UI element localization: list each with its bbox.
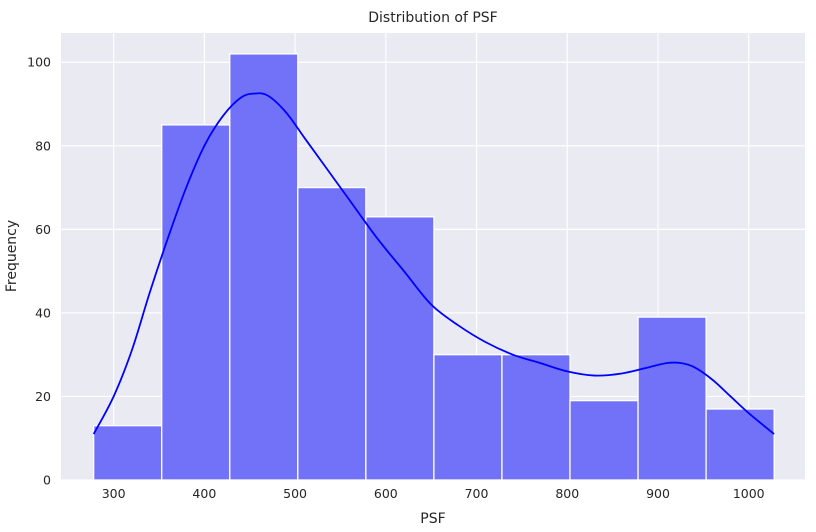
histogram-bar [637,316,707,481]
x-tick-label: 600 [374,486,398,501]
histogram-bars [93,53,775,481]
x-tick-label: 800 [555,486,579,501]
histogram-bar [501,354,571,481]
y-tick-label: 80 [35,138,51,153]
x-tick-label: 700 [465,486,489,501]
histogram-bar [433,354,503,481]
chart-title: Distribution of PSF [368,10,497,26]
x-tick-label: 900 [646,486,670,501]
histogram-bar [705,408,775,481]
histogram-bar [365,216,435,481]
y-tick-label: 60 [35,222,51,237]
x-tick-labels: 300 400 500 600 700 800 900 1000 [102,486,765,501]
x-tick-label: 1000 [733,486,765,501]
kde-curve [92,92,775,435]
histogram-bar [93,425,163,481]
x-axis-title: PSF [420,511,445,527]
histogram-bar [229,53,299,481]
y-tick-label: 20 [35,389,51,404]
y-tick-labels: 0 20 40 60 80 100 [27,55,51,488]
y-tick-label: 100 [27,55,51,70]
kde-curve-group [92,92,775,435]
y-axis-title: Frequency [4,220,20,292]
x-tick-label: 500 [283,486,307,501]
x-tick-label: 300 [102,486,126,501]
histogram-bar [161,124,231,481]
y-tick-label: 0 [43,473,51,488]
y-tick-label: 40 [35,305,51,320]
histogram-bar [569,399,639,481]
x-tick-label: 400 [192,486,216,501]
histogram-bar [297,186,367,481]
